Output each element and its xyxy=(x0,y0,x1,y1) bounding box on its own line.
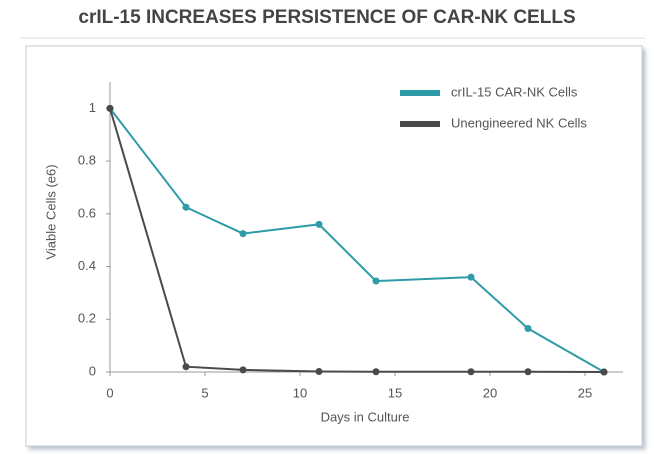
legend-label: crIL-15 CAR-NK Cells xyxy=(451,84,578,99)
y-tick-label: 0.6 xyxy=(78,205,96,220)
data-point xyxy=(106,104,114,112)
data-point xyxy=(315,220,323,228)
data-point xyxy=(182,203,190,211)
chart-frame xyxy=(25,45,643,447)
x-tick-label: 0 xyxy=(106,385,113,400)
data-point xyxy=(315,367,323,375)
legend-label: Unengineered NK Cells xyxy=(451,115,587,130)
legend-swatch xyxy=(400,90,440,96)
series-line xyxy=(109,107,605,373)
y-tick-label: 0.2 xyxy=(78,311,96,326)
x-tick-label: 25 xyxy=(578,385,592,400)
x-tick-label: 20 xyxy=(483,385,497,400)
y-tick-label: 0.8 xyxy=(78,153,96,168)
y-tick-label: 1 xyxy=(89,100,96,115)
data-point xyxy=(524,368,532,376)
series-line xyxy=(109,108,605,373)
data-point xyxy=(182,363,190,371)
y-tick-label: 0 xyxy=(89,363,96,378)
data-point xyxy=(372,368,380,376)
data-point xyxy=(467,273,475,281)
data-point xyxy=(372,277,380,285)
data-point xyxy=(524,325,532,332)
x-axis-label: Days in Culture xyxy=(321,409,410,424)
data-point xyxy=(467,368,475,376)
y-axis-label: Viable Cells (e6) xyxy=(43,164,58,259)
data-point xyxy=(239,366,247,374)
x-tick-label: 10 xyxy=(293,385,307,400)
chart-title: crIL-15 INCREASES PERSISTENCE OF CAR-NK … xyxy=(78,7,575,28)
y-tick-label: 0.4 xyxy=(78,258,96,273)
data-point xyxy=(600,368,608,376)
legend-swatch xyxy=(400,121,440,127)
x-tick-label: 15 xyxy=(388,385,402,400)
x-tick-label: 5 xyxy=(201,385,208,400)
data-point xyxy=(239,230,247,238)
